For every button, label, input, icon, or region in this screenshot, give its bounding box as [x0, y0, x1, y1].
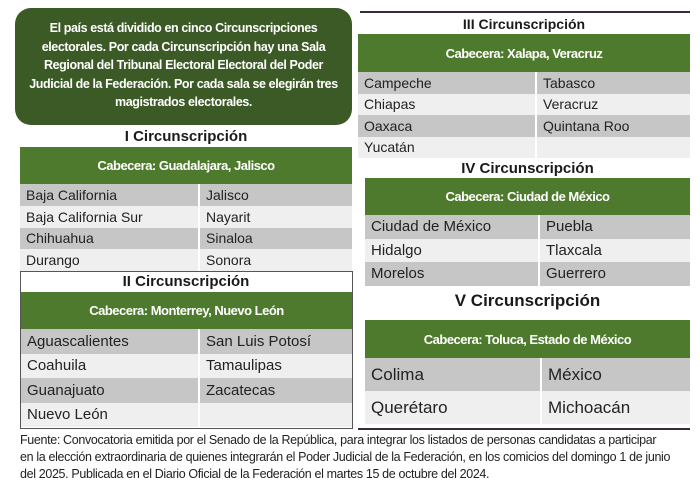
state-cell: Guanajuato [21, 378, 198, 403]
state-cell: Sinaloa [198, 227, 352, 250]
footnote-line: en la elección extraordinaria de quienes… [20, 450, 671, 464]
state-cell: Aguascalientes [21, 329, 198, 354]
state-cell: Tlaxcala [538, 238, 690, 262]
state-cell: Campeche [358, 72, 535, 94]
table-row: Baja California Jalisco [20, 184, 352, 206]
circ-2-box [20, 271, 353, 429]
state-cell: San Luis Potosí [198, 329, 352, 354]
state-cell: Quintana Roo [535, 115, 690, 137]
state-cell: Chihuahua [20, 227, 198, 250]
state-cell: Nayarit [198, 205, 352, 228]
state-cell [535, 136, 690, 158]
circ-5-title: V Circunscripción [454, 291, 601, 310]
state-cell: Tamaulipas [198, 353, 352, 378]
table-row: Baja California Sur Nayarit [20, 205, 352, 228]
state-cell: Guerrero [538, 262, 690, 286]
state-cell: Querétaro [365, 391, 540, 424]
circ-3-table: Campeche Tabasco Chiapas Veracruz Oaxaca Quin… [358, 72, 690, 158]
state-cell: Zacatecas [198, 378, 352, 403]
bottom-rule [358, 428, 690, 430]
circ-4-header: Cabecera: Ciudad de México [365, 178, 690, 215]
state-cell: Veracruz [535, 93, 690, 115]
circ-1-table: Baja California Jalisco Baja California Su… [20, 184, 352, 272]
table-row: Colima México [365, 358, 690, 391]
source-footnote: Fuente: Convocatoria emitida por el Sena… [20, 432, 695, 483]
state-cell: Yucatán [358, 136, 535, 158]
table-row: Durango Sonora [20, 249, 352, 272]
circ-2-header: Cabecera: Monterrey, Nuevo León [21, 292, 352, 329]
top-rule [360, 11, 690, 13]
table-row: Chihuahua Sinaloa [20, 227, 352, 250]
state-cell: Chiapas [358, 93, 535, 115]
state-cell: Oaxaca [358, 115, 535, 137]
circ-5-table: Colima México Querétaro Michoacán [365, 358, 690, 424]
state-cell: Puebla [538, 215, 690, 239]
state-cell: Baja California [20, 184, 198, 206]
state-cell [198, 402, 352, 427]
table-row: Nuevo León [21, 402, 352, 427]
state-cell: Colima [365, 358, 540, 391]
circ-2-title: II Circunscripción [122, 273, 250, 290]
table-row: Oaxaca Quintana Roo [358, 115, 690, 137]
footnote-line: Fuente: Convocatoria emitida por el Sena… [20, 433, 657, 447]
state-cell: Nuevo León [21, 402, 198, 427]
circ-3-header: Cabecera: Xalapa, Veracruz [358, 34, 690, 72]
circ-3-title: III Circunscripción [462, 16, 586, 32]
circ-2-table: Aguascalientes San Luis Potosí Coahuila Tam… [21, 329, 352, 427]
table-row: Yucatán [358, 136, 690, 158]
intro-callout: El país está dividido en cinco Circunscr… [15, 8, 352, 125]
state-cell: Jalisco [198, 184, 352, 206]
table-row: Querétaro Michoacán [365, 391, 690, 424]
circ-1-title: I Circunscripción [124, 128, 248, 145]
table-row: Guanajuato Zacatecas [21, 378, 352, 403]
state-cell: Morelos [365, 262, 538, 286]
table-row: Aguascalientes San Luis Potosí [21, 329, 352, 354]
table-row: Chiapas Veracruz [358, 93, 690, 115]
state-cell: Durango [20, 249, 198, 272]
state-cell: Hidalgo [365, 238, 538, 262]
state-cell: Tabasco [535, 72, 690, 94]
state-cell: Coahuila [21, 353, 198, 378]
circ-4-title: IV Circunscripción [461, 160, 594, 177]
table-row: Ciudad de México Puebla [365, 215, 690, 239]
table-row: Hidalgo Tlaxcala [365, 238, 690, 262]
table-row: Coahuila Tamaulipas [21, 353, 352, 378]
table-row: Campeche Tabasco [358, 72, 690, 94]
circ-5-header: Cabecera: Toluca, Estado de México [365, 320, 690, 358]
state-cell: Sonora [198, 249, 352, 272]
state-cell: México [540, 358, 690, 391]
state-cell: Michoacán [540, 391, 690, 424]
state-cell: Baja California Sur [20, 205, 198, 228]
table-row: Morelos Guerrero [365, 262, 690, 286]
state-cell: Ciudad de México [365, 215, 538, 239]
circ-4-table: Ciudad de México Puebla Hidalgo Tlaxcala Mor… [365, 215, 690, 286]
circ-1-header: Cabecera: Guadalajara, Jalisco [20, 147, 352, 184]
footnote-line: del 2025. Publicada en el Diario Oficial… [20, 467, 490, 481]
